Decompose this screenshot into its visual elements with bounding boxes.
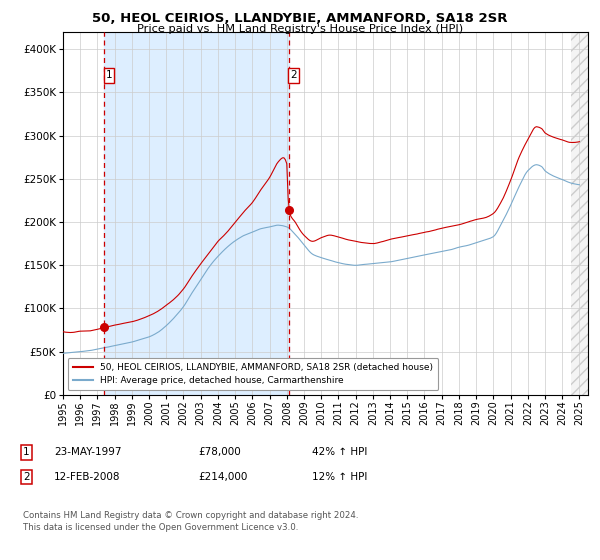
Text: 1: 1 (106, 71, 112, 81)
Text: Contains HM Land Registry data © Crown copyright and database right 2024.
This d: Contains HM Land Registry data © Crown c… (23, 511, 358, 531)
Text: 50, HEOL CEIRIOS, LLANDYBIE, AMMANFORD, SA18 2SR: 50, HEOL CEIRIOS, LLANDYBIE, AMMANFORD, … (92, 12, 508, 25)
Text: 23-MAY-1997: 23-MAY-1997 (54, 447, 121, 458)
Text: 12% ↑ HPI: 12% ↑ HPI (312, 472, 367, 482)
Bar (104, 32, 289, 395)
Text: 12-FEB-2008: 12-FEB-2008 (54, 472, 121, 482)
Bar (571, 32, 588, 395)
Text: £214,000: £214,000 (198, 472, 247, 482)
Text: £78,000: £78,000 (198, 447, 241, 458)
Text: 2: 2 (290, 71, 297, 81)
Text: 1: 1 (23, 447, 29, 458)
Text: Price paid vs. HM Land Registry's House Price Index (HPI): Price paid vs. HM Land Registry's House … (137, 24, 463, 34)
Legend: 50, HEOL CEIRIOS, LLANDYBIE, AMMANFORD, SA18 2SR (detached house), HPI: Average : 50, HEOL CEIRIOS, LLANDYBIE, AMMANFORD, … (68, 358, 439, 390)
Text: 42% ↑ HPI: 42% ↑ HPI (312, 447, 367, 458)
Text: 2: 2 (23, 472, 29, 482)
